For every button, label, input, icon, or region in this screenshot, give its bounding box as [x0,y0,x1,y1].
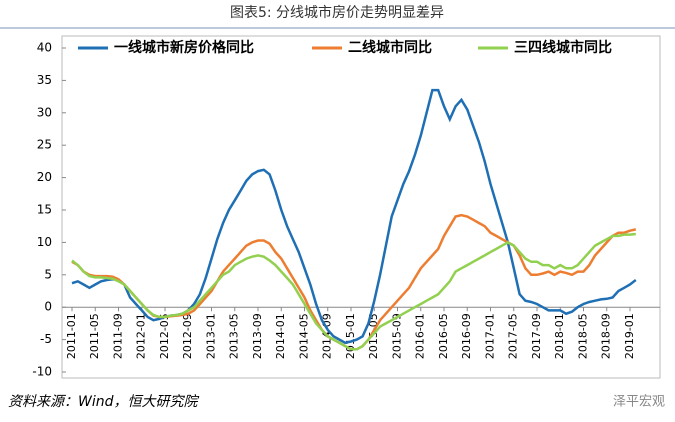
x-tick-label: 2017-01 [484,313,497,359]
y-tick-label: -5 [40,332,52,346]
legend-label: 二线城市同比 [348,39,432,56]
x-tick-label: 2013-01 [205,313,218,359]
y-tick-label: 30 [37,105,52,119]
x-tick-label: 2018-01 [553,313,566,359]
x-tick-label: 2016-09 [460,313,473,359]
source: 资料来源：Wind，恒大研究院 [8,394,199,410]
x-tick-label: 2018-05 [577,313,590,359]
x-tick-label: 2013-05 [228,313,241,359]
x-tick-label: 2014-05 [298,313,311,359]
legend-label: 一线城市新房价格同比 [114,39,254,56]
x-tick-label: 2012-05 [158,313,171,359]
x-tick-label: 2011-05 [88,313,101,359]
y-tick-label: 20 [37,170,52,184]
x-tick-label: 2014-01 [274,313,287,359]
y-tick-label: 40 [37,41,52,55]
y-tick-label: 0 [44,300,52,314]
x-tick-label: 2017-05 [507,313,520,359]
watermark: 泽平宏观 [613,395,665,410]
plot-frame [61,35,661,379]
x-tick-label: 2015-01 [344,313,357,359]
y-tick-label: -10 [32,365,52,379]
x-tick-label: 2013-09 [251,313,264,359]
chart-title: 图表5: 分线城市房价走势明显差异 [230,4,444,21]
x-tick-label: 2012-01 [135,313,148,359]
y-tick-label: 15 [37,203,52,217]
x-tick-label: 2019-01 [623,313,636,359]
x-tick-label: 2011-01 [65,313,78,359]
legend-label: 三四线城市同比 [514,39,612,56]
x-tick-label: 2016-01 [414,313,427,359]
y-tick-label: 35 [37,73,52,87]
series-line [71,232,636,351]
x-tick-label: 2015-09 [391,313,404,359]
x-tick-label: 2017-09 [530,313,543,359]
y-tick-label: 25 [37,138,52,152]
series-line [71,88,637,345]
x-tick-label: 2016-05 [437,313,450,359]
x-tick-label: 2012-09 [181,313,194,359]
x-tick-label: 2018-09 [600,313,613,359]
y-tick-label: 5 [44,267,52,281]
x-tick-label: 2011-09 [112,313,125,359]
y-tick-label: 10 [37,235,52,249]
